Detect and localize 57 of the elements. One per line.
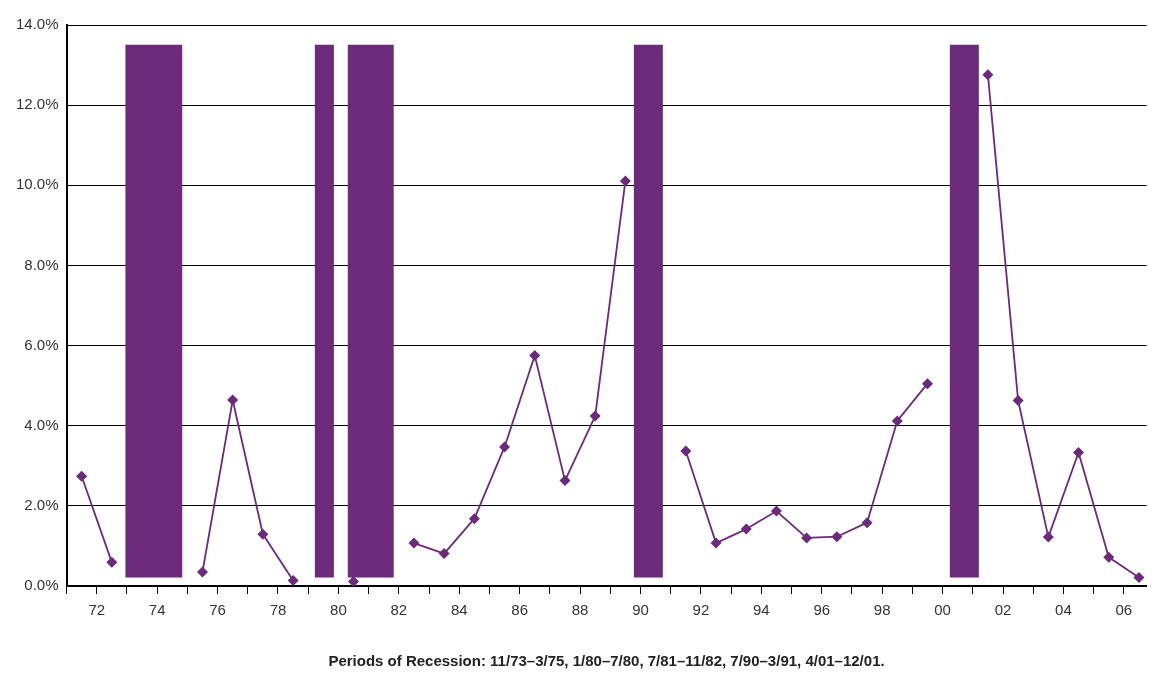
- x-tick-label: 06: [1115, 601, 1133, 619]
- x-tick-label: 84: [450, 601, 468, 619]
- x-tick-label: 74: [148, 601, 166, 619]
- point: [831, 531, 843, 543]
- y-tick-label: 8.0%: [24, 255, 59, 273]
- x-tick-label: 94: [752, 601, 770, 619]
- point: [468, 513, 480, 525]
- x-tick-label: 00: [934, 601, 951, 619]
- point: [921, 378, 933, 390]
- x-tick-label: 04: [1055, 601, 1072, 619]
- x-tick-label: 88: [571, 601, 589, 619]
- point: [287, 574, 299, 586]
- point: [1042, 531, 1054, 543]
- point: [680, 445, 692, 457]
- x-tick-label: 82: [390, 601, 408, 619]
- x-tick-label: 96: [813, 601, 831, 619]
- point: [619, 175, 631, 187]
- y-tick-label: 12.0%: [15, 95, 59, 113]
- point: [438, 548, 450, 560]
- y-tick-label: 6.0%: [24, 335, 59, 353]
- point: [891, 415, 903, 427]
- point: [1073, 447, 1085, 459]
- x-tick-label: 86: [511, 601, 529, 619]
- x-tick-label: 78: [269, 601, 287, 619]
- x-tick-label: 90: [632, 601, 649, 619]
- point: [740, 523, 752, 535]
- point: [589, 410, 601, 422]
- point: [801, 532, 813, 544]
- point: [1133, 572, 1145, 584]
- y-tick-label: 2.0%: [24, 496, 59, 513]
- text: Periods of Recession: 11/73–3/75, 1/80–7/80, 7/81–11/82, 7/90–3/91, 4/01–12/01.: [328, 652, 885, 669]
- x-tick-label: 02: [994, 601, 1012, 619]
- point: [348, 576, 360, 586]
- point: [408, 537, 420, 549]
- y-tick-label: 14.0%: [15, 15, 59, 33]
- y-tick-label: 4.0%: [24, 415, 59, 433]
- point: [529, 350, 541, 362]
- point: [861, 517, 873, 529]
- point: [710, 537, 722, 549]
- point: [499, 441, 511, 453]
- point: [982, 69, 994, 81]
- y-tick-label: 10.0%: [15, 175, 59, 193]
- point: [257, 528, 269, 540]
- x-tick-label: 72: [88, 601, 106, 619]
- x-tick-label: 76: [209, 601, 226, 619]
- point: [1012, 394, 1024, 406]
- point: [106, 556, 118, 568]
- point: [76, 470, 88, 482]
- x-tick-label: 92: [692, 601, 710, 619]
- point: [196, 566, 208, 578]
- point: [227, 394, 239, 406]
- y-tick-label: 0.0%: [24, 576, 59, 594]
- point: [559, 475, 571, 487]
- x-tick-label: 80: [330, 601, 347, 619]
- point: [770, 505, 782, 517]
- x-tick-label: 98: [873, 601, 891, 619]
- point: [1103, 551, 1115, 563]
